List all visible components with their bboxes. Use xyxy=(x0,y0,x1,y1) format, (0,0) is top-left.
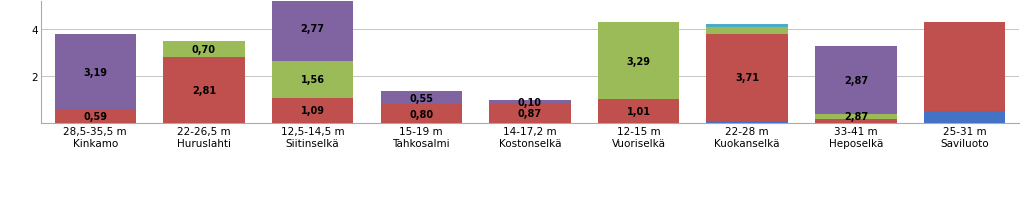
Text: 0,87: 0,87 xyxy=(518,108,542,118)
Bar xyxy=(54,110,136,124)
Bar xyxy=(489,103,570,124)
Bar xyxy=(707,28,788,35)
Bar xyxy=(707,35,788,121)
Bar xyxy=(598,23,679,100)
Bar xyxy=(271,98,353,124)
Bar xyxy=(815,47,897,114)
Text: 2,87: 2,87 xyxy=(844,76,868,86)
Bar xyxy=(489,101,570,103)
Text: 1,09: 1,09 xyxy=(301,106,325,116)
Bar xyxy=(815,114,897,119)
Text: 2,81: 2,81 xyxy=(191,86,216,96)
Text: 0,59: 0,59 xyxy=(83,112,108,122)
Bar xyxy=(163,42,245,58)
Text: 0,70: 0,70 xyxy=(191,45,216,55)
Bar xyxy=(598,100,679,124)
Text: 1,01: 1,01 xyxy=(627,107,650,117)
Text: 2,87: 2,87 xyxy=(844,112,868,122)
Text: 0,55: 0,55 xyxy=(410,94,433,103)
Bar xyxy=(271,62,353,98)
Bar xyxy=(707,121,788,124)
Bar xyxy=(163,58,245,124)
Text: 0,10: 0,10 xyxy=(518,97,542,107)
Text: 3,71: 3,71 xyxy=(735,73,759,83)
Text: 3,29: 3,29 xyxy=(627,57,650,67)
Text: 3,19: 3,19 xyxy=(83,68,108,77)
Bar xyxy=(381,92,462,105)
Bar xyxy=(924,112,1006,124)
Bar xyxy=(381,105,462,124)
Bar xyxy=(271,0,353,62)
Bar xyxy=(707,25,788,28)
Bar xyxy=(54,35,136,110)
Text: 2,77: 2,77 xyxy=(301,24,325,34)
Bar xyxy=(924,23,1006,112)
Text: 0,80: 0,80 xyxy=(410,109,433,119)
Text: 1,56: 1,56 xyxy=(301,75,325,85)
Bar xyxy=(815,119,897,124)
